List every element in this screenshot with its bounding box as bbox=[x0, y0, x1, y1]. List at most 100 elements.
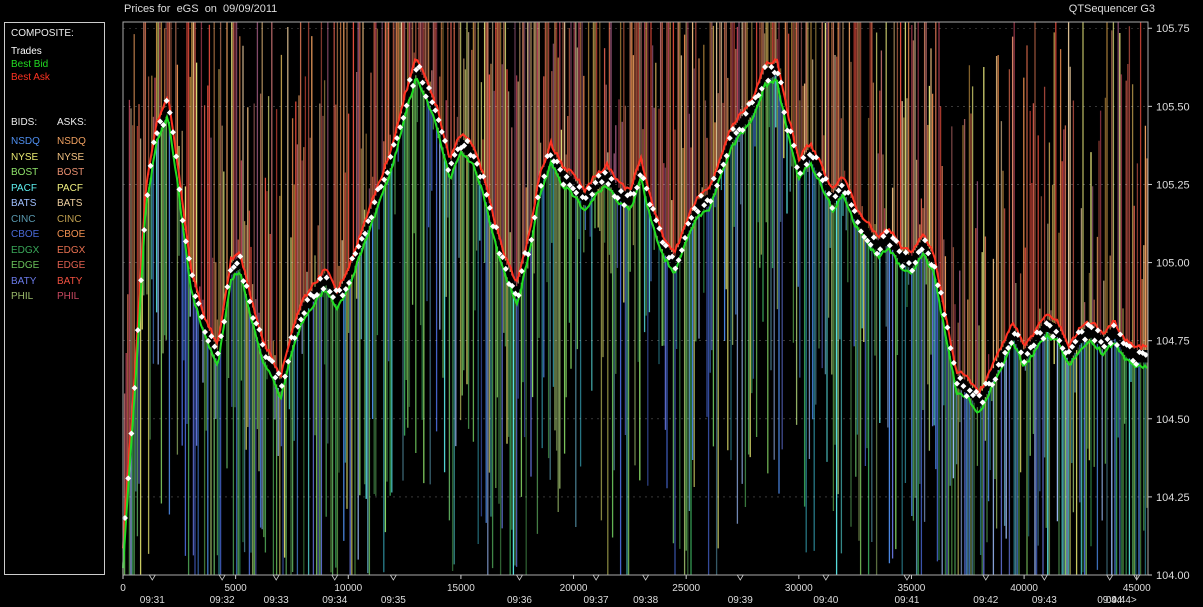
time-tick-marker bbox=[389, 574, 398, 581]
time-tick-label: 09:39 bbox=[728, 595, 753, 606]
trade-point bbox=[1046, 322, 1053, 329]
trade-point bbox=[630, 190, 637, 197]
x-tick-label: 40000 bbox=[1010, 583, 1038, 594]
legend-bid-bost: BOST bbox=[11, 167, 39, 178]
trade-point bbox=[790, 142, 797, 149]
trade-point bbox=[499, 254, 506, 261]
trade-point bbox=[1133, 361, 1140, 368]
trade-point bbox=[205, 338, 212, 345]
trade-point bbox=[618, 188, 624, 195]
trade-point bbox=[896, 248, 903, 255]
trade-point bbox=[710, 175, 717, 182]
trade-point bbox=[1056, 337, 1063, 344]
trade-point bbox=[214, 350, 221, 357]
trade-point bbox=[336, 287, 343, 294]
trade-point bbox=[995, 361, 1002, 368]
trade-point bbox=[202, 328, 208, 335]
trade-point bbox=[730, 125, 736, 132]
trade-point bbox=[774, 70, 781, 77]
time-tick-label: 09:44> bbox=[1106, 595, 1137, 606]
trade-point bbox=[701, 202, 708, 209]
time-tick-label: 09:34 bbox=[322, 595, 347, 606]
trade-point bbox=[429, 99, 436, 106]
trade-point bbox=[176, 186, 183, 193]
trade-point bbox=[195, 300, 202, 307]
trade-point bbox=[826, 190, 832, 197]
trade-point bbox=[314, 291, 320, 298]
trade-point bbox=[893, 238, 900, 245]
trade-point bbox=[877, 246, 884, 253]
legend-panel: COMPOSITE: Trades Best Bid Best Ask BIDS: … bbox=[4, 22, 105, 575]
trade-point bbox=[1018, 349, 1024, 356]
trade-point bbox=[560, 181, 567, 188]
trade-point bbox=[384, 169, 391, 176]
x-tick-label: 25000 bbox=[672, 583, 700, 594]
trade-point bbox=[650, 205, 656, 212]
time-tick-marker bbox=[903, 574, 911, 581]
legend-ask-edge: EDGE bbox=[57, 260, 86, 271]
time-tick-marker bbox=[641, 574, 650, 581]
trade-point bbox=[970, 392, 976, 399]
trade-point bbox=[570, 185, 576, 192]
asks-heading: ASKS: bbox=[57, 117, 87, 128]
trade-point bbox=[682, 234, 688, 241]
trade-point bbox=[275, 370, 282, 377]
trade-point bbox=[474, 160, 480, 167]
trade-point bbox=[614, 195, 621, 202]
trade-point bbox=[691, 205, 698, 212]
trade-point bbox=[880, 233, 887, 240]
trade-point bbox=[179, 217, 186, 224]
trade-point bbox=[832, 193, 839, 200]
trade-point bbox=[989, 381, 996, 388]
legend-ask-baty: BATY bbox=[57, 275, 83, 287]
trade-point bbox=[141, 226, 148, 233]
trade-point bbox=[851, 208, 858, 215]
trade-point bbox=[1117, 331, 1124, 338]
trade-point bbox=[787, 128, 794, 135]
x-tick-label: 15000 bbox=[447, 583, 475, 594]
time-tick-label: 09:38 bbox=[633, 595, 658, 606]
trade-point bbox=[1101, 343, 1108, 350]
trade-point bbox=[829, 204, 836, 211]
trade-point bbox=[598, 179, 605, 186]
trade-point bbox=[870, 234, 877, 241]
trade-point bbox=[371, 199, 378, 206]
legend-ask-cinc: CINC bbox=[57, 213, 82, 225]
trade-point bbox=[464, 138, 471, 145]
trade-point bbox=[822, 175, 829, 182]
legend-ask-edgx: EDGX bbox=[57, 244, 86, 256]
legend-ask-bats: BATS bbox=[57, 198, 83, 209]
legend-bid-baty: BATY bbox=[11, 275, 37, 287]
y-tick-label: 105.75 bbox=[1156, 23, 1190, 35]
trade-point bbox=[451, 151, 458, 158]
trade-point bbox=[189, 272, 196, 279]
trade-point bbox=[461, 142, 468, 149]
trade-point bbox=[218, 333, 224, 340]
trade-point bbox=[755, 92, 762, 99]
trade-point bbox=[435, 117, 442, 124]
trade-point bbox=[378, 183, 384, 190]
trade-point bbox=[886, 242, 893, 249]
trade-point bbox=[1082, 336, 1088, 343]
trade-point bbox=[595, 172, 602, 179]
trade-point bbox=[1005, 344, 1012, 351]
trade-point bbox=[1066, 348, 1072, 355]
trade-point bbox=[621, 202, 628, 209]
trade-point bbox=[918, 246, 925, 253]
trade-point bbox=[726, 135, 733, 142]
trade-point bbox=[698, 192, 704, 199]
trade-point bbox=[976, 392, 983, 399]
trade-point bbox=[672, 265, 679, 272]
x-tick-label: 35000 bbox=[898, 583, 926, 594]
trade-point bbox=[685, 220, 692, 227]
trade-point bbox=[234, 260, 240, 267]
trade-point bbox=[237, 253, 244, 260]
trade-point bbox=[656, 225, 663, 232]
trade-point bbox=[640, 175, 647, 182]
trade-point bbox=[493, 224, 500, 231]
trade-point bbox=[906, 259, 912, 266]
time-tick-marker bbox=[982, 574, 990, 581]
trade-point bbox=[230, 264, 237, 271]
trade-point bbox=[390, 141, 397, 148]
trade-point bbox=[541, 173, 548, 180]
